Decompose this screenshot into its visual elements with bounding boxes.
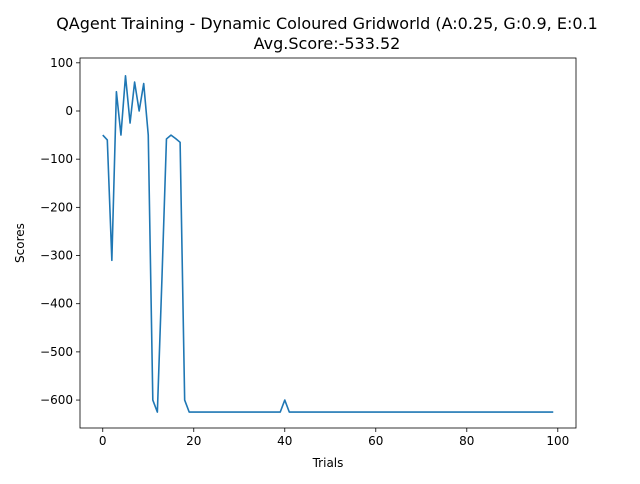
y-tick-label: −200 bbox=[40, 200, 73, 214]
chart-subtitle: Avg.Score:-533.52 bbox=[254, 34, 401, 53]
x-tick-label: 80 bbox=[459, 434, 474, 448]
x-tick-label: 20 bbox=[186, 434, 201, 448]
x-tick-label: 40 bbox=[277, 434, 292, 448]
y-tick-label: −300 bbox=[40, 249, 73, 263]
y-tick-label: −100 bbox=[40, 152, 73, 166]
y-tick-label: 0 bbox=[65, 104, 73, 118]
x-axis-label: Trials bbox=[312, 456, 344, 470]
x-axis: 0 20 40 60 80 100 bbox=[99, 428, 569, 448]
plot-area bbox=[79, 57, 577, 429]
x-tick-label: 0 bbox=[99, 434, 107, 448]
y-tick-label: −600 bbox=[40, 393, 73, 407]
series-group bbox=[102, 75, 554, 413]
y-tick-label: 100 bbox=[50, 56, 73, 70]
series-line bbox=[102, 75, 554, 413]
y-tick-label: −500 bbox=[40, 345, 73, 359]
chart-title: QAgent Training - Dynamic Coloured Gridw… bbox=[56, 14, 598, 33]
y-tick-label: −400 bbox=[40, 297, 73, 311]
y-axis-label: Scores bbox=[13, 223, 27, 263]
y-axis: 100 0 −100 −200 −300 −400 −500 −600 bbox=[40, 56, 80, 407]
x-tick-label: 60 bbox=[368, 434, 383, 448]
x-tick-label: 100 bbox=[546, 434, 569, 448]
